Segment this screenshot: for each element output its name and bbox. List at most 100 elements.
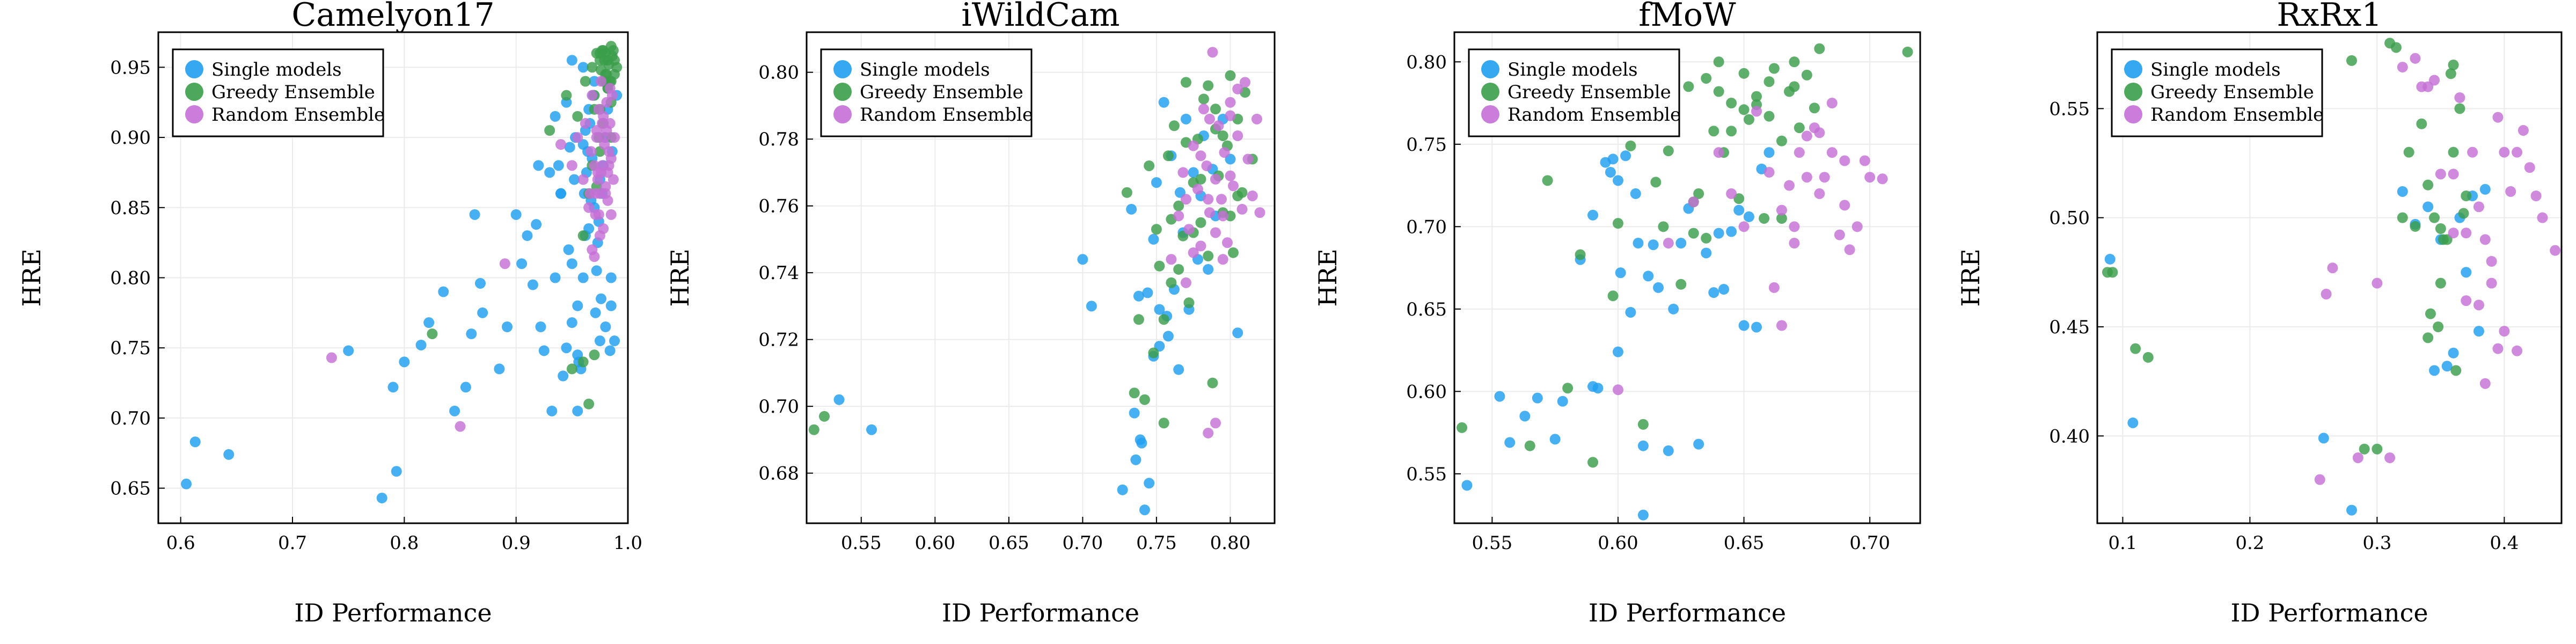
data-point xyxy=(1701,232,1712,244)
plot-frame xyxy=(2096,31,2563,524)
data-point xyxy=(1144,160,1155,171)
data-point xyxy=(1612,218,1623,229)
data-point xyxy=(533,160,544,171)
data-point xyxy=(1814,127,1825,138)
data-point xyxy=(2423,201,2434,213)
x-tick-label: 0.70 xyxy=(1849,532,1890,554)
x-tick-label: 0.4 xyxy=(2490,532,2519,554)
data-point xyxy=(572,111,583,122)
data-point xyxy=(1173,264,1184,275)
x-tick-label: 0.55 xyxy=(841,532,882,554)
data-point xyxy=(583,202,595,213)
data-point xyxy=(1217,254,1228,265)
data-point xyxy=(1693,188,1704,199)
data-point xyxy=(1139,504,1150,516)
legend-label: Single models xyxy=(211,59,342,80)
data-point xyxy=(1524,440,1535,451)
data-point xyxy=(561,90,572,101)
data-point xyxy=(1219,147,1230,158)
data-point xyxy=(423,317,435,328)
data-point xyxy=(550,111,561,122)
data-point xyxy=(2512,345,2523,356)
data-point xyxy=(1648,239,1659,251)
series-2 xyxy=(2314,53,2561,485)
legend-label: Random Ensemble xyxy=(211,104,385,126)
data-point xyxy=(580,118,591,129)
data-point xyxy=(2486,277,2497,289)
legend-box xyxy=(820,48,1033,137)
data-point xyxy=(1188,167,1199,178)
data-point xyxy=(1726,126,1737,137)
data-point xyxy=(1701,72,1712,84)
data-point xyxy=(326,352,337,363)
x-tick-label: 0.80 xyxy=(1210,532,1251,554)
data-point xyxy=(1733,204,1745,216)
data-point xyxy=(1743,211,1754,222)
data-point xyxy=(1637,440,1649,451)
data-point xyxy=(572,132,583,143)
data-point xyxy=(2486,256,2497,267)
data-point xyxy=(1877,173,1888,185)
data-point xyxy=(1130,454,1141,465)
data-point xyxy=(2372,277,2383,289)
data-point xyxy=(1133,314,1144,325)
data-point xyxy=(1457,422,1468,433)
data-point xyxy=(600,181,611,192)
data-point xyxy=(1177,167,1189,178)
data-point xyxy=(1607,290,1619,302)
data-point xyxy=(553,160,564,171)
y-tick-label: 0.75 xyxy=(110,338,151,359)
data-point xyxy=(594,335,605,347)
data-point xyxy=(1210,418,1221,429)
data-point xyxy=(609,132,620,143)
data-point xyxy=(1210,104,1221,115)
data-point xyxy=(586,146,597,157)
series-0 xyxy=(1461,147,1775,521)
plot-frame xyxy=(1453,31,1921,524)
data-point xyxy=(2512,147,2523,158)
series-2 xyxy=(326,76,620,432)
series-1 xyxy=(808,70,1258,435)
y-tick-label: 0.80 xyxy=(110,268,151,289)
data-point xyxy=(1794,147,1805,158)
y-tick-label: 0.55 xyxy=(1406,464,1447,485)
data-point xyxy=(1133,290,1144,302)
data-point xyxy=(1733,193,1745,204)
chart-title: RxRx1 xyxy=(2277,0,2382,34)
data-point xyxy=(1227,247,1239,258)
data-point xyxy=(2445,68,2456,79)
data-point xyxy=(1663,238,1674,249)
data-point xyxy=(1203,251,1214,262)
legend-label: Greedy Ensemble xyxy=(2150,82,2314,103)
data-point xyxy=(2429,212,2440,223)
data-point xyxy=(1236,203,1248,215)
data-point xyxy=(1776,135,1787,147)
data-point xyxy=(1162,150,1174,162)
y-axis-label: HRE xyxy=(1313,248,1342,306)
data-point xyxy=(1180,113,1191,125)
data-point xyxy=(1826,98,1838,109)
data-point xyxy=(2403,147,2414,158)
data-point xyxy=(1763,111,1775,122)
data-point xyxy=(1217,210,1228,222)
data-point xyxy=(1615,267,1626,279)
data-point xyxy=(566,317,577,328)
y-tick-label: 0.70 xyxy=(110,408,151,429)
data-point xyxy=(1683,81,1694,92)
data-point xyxy=(502,321,513,332)
data-point xyxy=(2346,504,2357,516)
data-point xyxy=(1688,228,1699,239)
data-point xyxy=(1726,188,1737,199)
data-point xyxy=(1207,377,1218,389)
data-point xyxy=(1839,200,1850,211)
y-tick-label: 0.68 xyxy=(758,463,799,485)
data-point xyxy=(1198,93,1209,105)
data-point xyxy=(2473,201,2484,213)
data-point xyxy=(2321,289,2332,299)
data-point xyxy=(1154,260,1165,272)
data-point xyxy=(1708,287,1719,298)
data-point xyxy=(1826,147,1838,158)
data-point xyxy=(2473,299,2484,311)
data-point xyxy=(1794,122,1805,134)
